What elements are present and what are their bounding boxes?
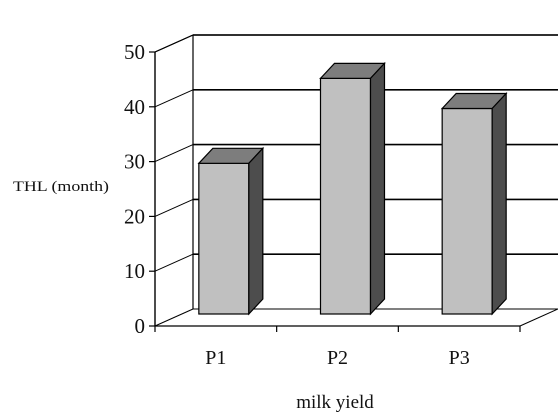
y-tick-label: 40 [124, 95, 145, 119]
bar-side [248, 146, 264, 316]
bar-front [319, 77, 372, 315]
y-axis-title: THL (month) [13, 179, 109, 195]
x-tick-labels: P1 P2 P3 [205, 347, 469, 369]
x-tick-label: P2 [327, 347, 348, 369]
y-tick-label: 10 [124, 259, 145, 283]
bars [197, 61, 508, 316]
floor-left-edge [154, 308, 194, 327]
y-tick-label: 0 [135, 314, 146, 338]
bar-side [369, 61, 386, 316]
bar-P1 [197, 146, 265, 316]
floor-right-edge [519, 308, 558, 327]
gridline-side [154, 89, 194, 108]
bar-side [491, 91, 507, 316]
x-tick-label: P1 [205, 347, 226, 369]
bar-front [441, 107, 493, 315]
x-tick-label: P3 [449, 347, 470, 369]
y-tick-label: 20 [124, 204, 145, 228]
bar-P2 [319, 61, 386, 316]
gridline-side [154, 253, 194, 272]
bar-P3 [440, 91, 508, 316]
gridline-side [154, 144, 194, 163]
gridline-side [154, 34, 194, 53]
axes [149, 51, 521, 332]
x-axis-title: milk yield [296, 392, 374, 413]
bar-front [198, 162, 250, 315]
y-tick-labels: 0 10 20 30 40 50 [124, 40, 145, 338]
y-tick-label: 30 [124, 150, 145, 174]
y-tick-label: 50 [124, 40, 145, 64]
gridline-side [154, 198, 194, 217]
